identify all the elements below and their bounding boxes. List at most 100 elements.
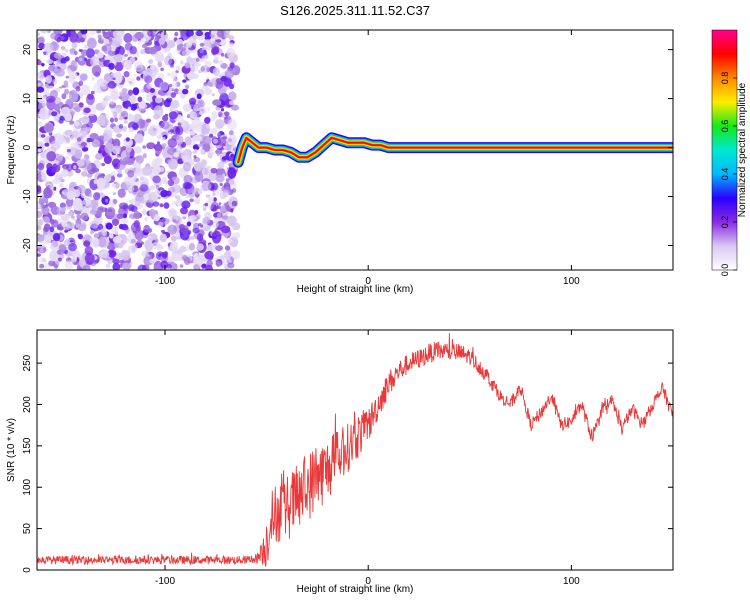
noise-blob	[78, 72, 89, 82]
noise-blob	[51, 111, 58, 117]
noise-blob	[168, 111, 178, 120]
noise-blob	[72, 197, 83, 211]
noise-blob	[48, 260, 56, 267]
noise-blob	[180, 225, 189, 235]
noise-blob	[81, 171, 88, 177]
noise-blob	[183, 174, 193, 184]
noise-blob	[200, 65, 210, 73]
noise-blob	[69, 240, 74, 243]
noise-blob	[98, 223, 104, 231]
noise-blob	[168, 131, 172, 135]
noise-blob	[60, 35, 65, 41]
noise-blob	[77, 185, 87, 193]
noise-blob	[181, 47, 186, 52]
noise-blob	[83, 107, 91, 114]
noise-blob	[148, 46, 158, 55]
noise-blob	[41, 62, 45, 67]
snr-y-axis-label: SNR (10 * v/v)	[6, 418, 17, 482]
noise-blob	[122, 101, 127, 107]
noise-blob	[61, 169, 69, 177]
noise-blob	[71, 41, 78, 49]
noise-blob	[182, 88, 189, 95]
noise-blob	[65, 84, 69, 88]
noise-blob	[202, 135, 212, 146]
noise-blob	[53, 104, 61, 112]
noise-blob	[119, 92, 130, 102]
noise-blob	[180, 60, 184, 65]
noise-blob	[97, 34, 102, 39]
noise-blob	[124, 151, 131, 159]
noise-blob	[92, 239, 100, 247]
noise-blob	[75, 86, 81, 92]
noise-blob	[118, 116, 123, 121]
noise-blob	[164, 55, 173, 66]
noise-blob	[209, 133, 214, 138]
noise-blob	[82, 264, 91, 270]
noise-blob	[90, 55, 99, 67]
noise-blob	[134, 31, 144, 40]
noise-blob	[212, 99, 222, 106]
noise-blob	[182, 216, 187, 220]
noise-blob	[202, 258, 207, 263]
snr-y-tick-label: 250	[22, 354, 33, 371]
noise-blob	[103, 95, 112, 102]
noise-blob	[108, 208, 113, 212]
noise-blob	[204, 54, 209, 59]
noise-blob	[91, 64, 102, 77]
noise-blob	[66, 148, 71, 153]
spectrogram-y-tick-label: 10	[22, 93, 33, 105]
colorbar: 0.0 0.2 0.4 0.6 0.8 Normalized spectral ampl…	[711, 29, 748, 276]
noise-blob	[87, 93, 94, 100]
spectrogram-y-tick-label: 20	[22, 44, 33, 56]
noise-blob	[43, 123, 54, 133]
noise-blob	[160, 260, 169, 269]
noise-blob	[73, 189, 81, 198]
colorbar-tick-label: 0.6	[720, 120, 730, 133]
snr-axes: -100 0 100 0 50 100 150 200 250	[22, 330, 673, 587]
noise-blob	[52, 178, 61, 185]
noise-blob	[223, 77, 232, 87]
noise-blob	[211, 128, 217, 135]
noise-blob	[163, 202, 170, 209]
noise-blob	[65, 75, 70, 79]
noise-blob	[116, 133, 122, 138]
noise-blob	[194, 89, 205, 97]
noise-blob	[141, 250, 147, 257]
noise-blob	[84, 57, 88, 62]
noise-blob	[58, 118, 64, 124]
noise-blobs	[37, 30, 241, 270]
noise-blob	[113, 54, 124, 63]
noise-blob	[197, 99, 205, 109]
noise-blob	[116, 213, 125, 219]
noise-blob	[48, 59, 54, 63]
noise-blob	[175, 195, 181, 200]
noise-blob	[167, 94, 172, 99]
noise-blob	[224, 69, 235, 79]
noise-blob	[49, 226, 55, 233]
noise-blob	[53, 52, 62, 59]
noise-blob	[65, 136, 70, 143]
noise-blob	[228, 179, 235, 185]
noise-blob	[97, 78, 107, 87]
noise-blob	[82, 130, 87, 135]
noise-blob	[156, 134, 162, 140]
noise-blob	[201, 181, 211, 192]
noise-blob	[179, 43, 184, 47]
snr-frame	[36, 329, 674, 571]
noise-blob	[89, 133, 99, 140]
noise-blob	[162, 179, 169, 185]
noise-blob	[111, 183, 117, 188]
noise-blob	[44, 210, 48, 215]
noise-blob	[118, 202, 129, 210]
colorbar-scale	[712, 30, 737, 270]
noise-blob	[103, 43, 112, 55]
noise-blob	[50, 167, 56, 173]
noise-blob	[146, 142, 156, 150]
noise-blob	[90, 90, 95, 95]
noise-blob	[81, 200, 86, 205]
noise-blob	[122, 156, 132, 165]
noise-blob	[228, 42, 235, 48]
noise-blob	[188, 242, 196, 251]
